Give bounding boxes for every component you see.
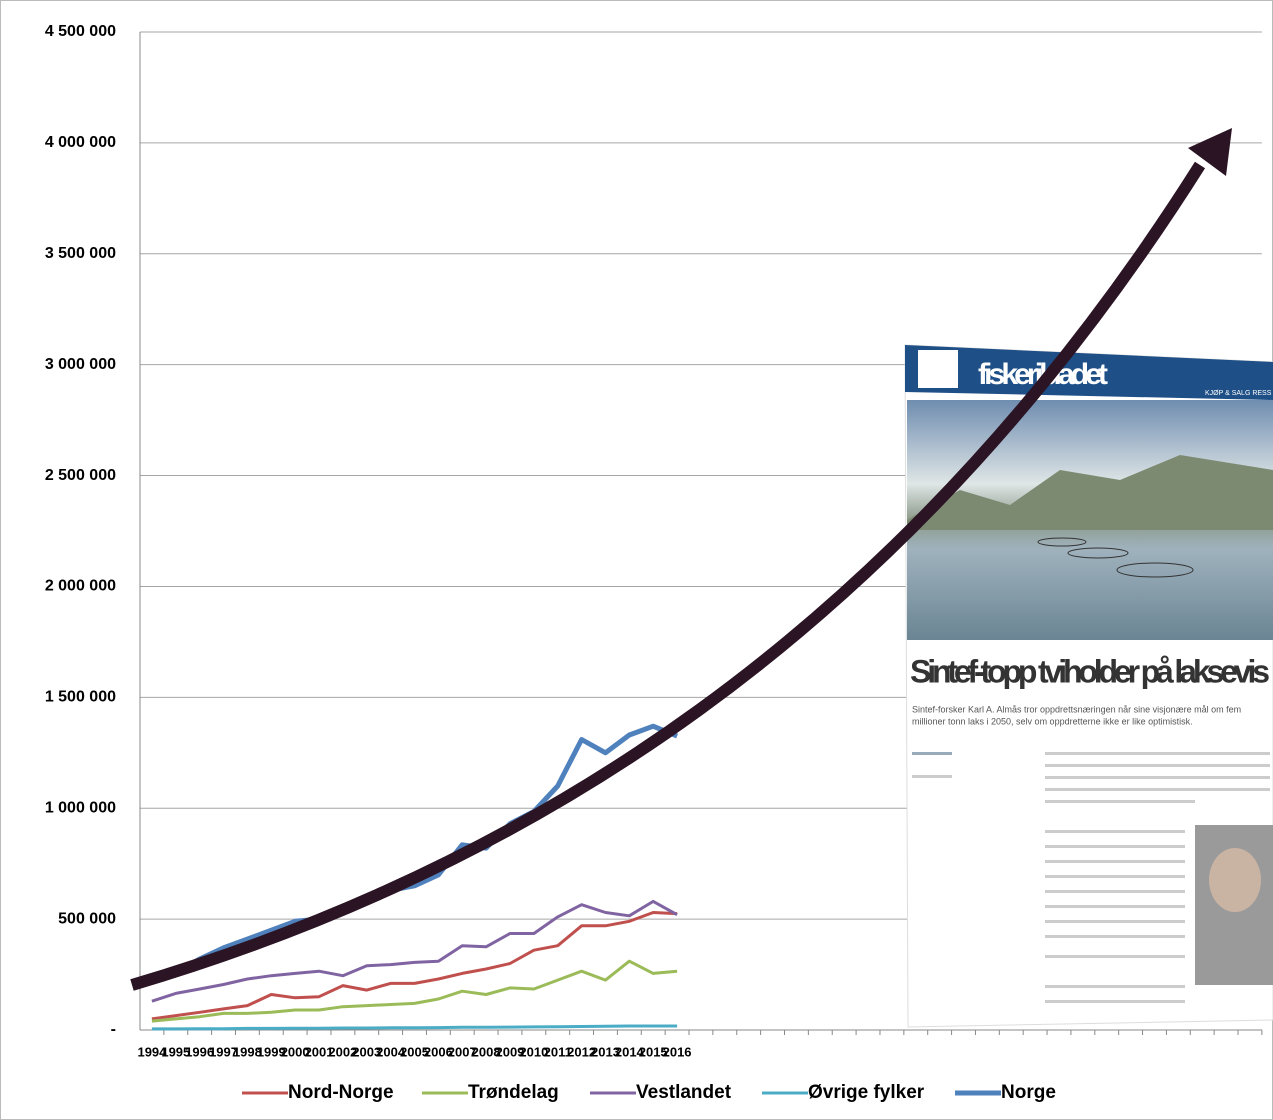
x-tick-label: 2009 — [496, 1044, 525, 1059]
clipping-lead: Sintef-forsker Karl A. Almås tror oppdre… — [912, 704, 1241, 714]
x-tick-label: 2004 — [376, 1044, 406, 1059]
y-tick-label: - — [111, 1021, 116, 1038]
x-tick-label: 2000 — [281, 1044, 310, 1059]
y-tick-label: 1 000 000 — [45, 799, 116, 816]
x-tick-label: 2014 — [615, 1044, 645, 1059]
series-line — [151, 959, 678, 1023]
trend-arrow — [130, 128, 1232, 991]
clipping-lead: millioner tonn laks i 2050, selv om oppd… — [912, 716, 1193, 726]
legend-label: Norge — [1001, 1082, 1056, 1103]
trend-arrow-shaft — [130, 161, 1206, 991]
series-line — [151, 911, 678, 1021]
y-tick-label: 2 500 000 — [45, 467, 116, 484]
x-tick-label: 1995 — [161, 1044, 190, 1059]
y-tick-label: 500 000 — [58, 910, 116, 927]
y-tick-label: 3 500 000 — [45, 245, 116, 262]
x-tick-label: 1999 — [257, 1044, 286, 1059]
clipping-portrait-face — [1209, 848, 1261, 912]
x-tick-label: 2001 — [305, 1044, 334, 1059]
y-tick-label: 4 500 000 — [45, 23, 116, 40]
x-tick-label: 2005 — [400, 1044, 429, 1059]
clipping-headline: Sintef-topp tviholder på laksevis — [910, 653, 1270, 689]
legend-label: Vestlandet — [636, 1082, 732, 1103]
x-tick-label: 1994 — [137, 1044, 167, 1059]
x-tick-label: 1996 — [185, 1044, 214, 1059]
clipping-header — [905, 345, 1273, 400]
x-tick-label: 2012 — [567, 1044, 596, 1059]
y-tick-label: 4 000 000 — [45, 134, 116, 151]
legend: Nord-Norge Trøndelag Vestlandet Øvrige fylk… — [242, 1082, 1056, 1103]
x-tick-label: 2011 — [544, 1044, 572, 1059]
x-tick-label: 2013 — [591, 1044, 620, 1059]
series-line — [151, 899, 678, 1003]
x-tick-label: 2016 — [663, 1044, 692, 1059]
legend-label: Øvrige fylker — [808, 1082, 925, 1103]
clipping-pen — [1067, 547, 1129, 559]
clipping-body — [912, 752, 1270, 1003]
x-tick-label: 2006 — [424, 1044, 453, 1059]
series-line — [150, 723, 679, 985]
trend-arrow-head — [1188, 128, 1232, 176]
x-tick-label: 1997 — [209, 1044, 238, 1059]
clipping-mountains — [907, 455, 1273, 530]
clipping-nav: KJØP & SALG RESS — [1205, 390, 1272, 397]
x-tick-label: 2003 — [352, 1044, 381, 1059]
y-tick-label: 1 500 000 — [45, 689, 116, 706]
clipping-logo — [918, 350, 958, 388]
x-tick-label: 2010 — [519, 1044, 548, 1059]
legend-label: Nord-Norge — [288, 1082, 394, 1103]
y-tick-label: 3 000 000 — [45, 356, 116, 373]
x-tick-label: 2002 — [328, 1044, 357, 1059]
clipping-pen — [1116, 562, 1194, 578]
plot-area: - 500 000 1 000 000 1 500 000 2 000 000 2 500… — [45, 23, 1263, 1059]
newspaper-clipping: fiskeribladet KJØP & SALG RESS Sintef-to… — [904, 344, 1273, 1028]
x-tick-label: 2008 — [472, 1044, 501, 1059]
y-tick-label: 2 000 000 — [45, 578, 116, 595]
series-line — [151, 1024, 678, 1031]
clipping-pen — [1037, 537, 1087, 547]
legend-label: Trøndelag — [468, 1082, 559, 1103]
x-tick-label: 2007 — [448, 1044, 477, 1059]
x-tick-label: 1998 — [233, 1044, 262, 1059]
x-tick-label: 2015 — [639, 1044, 668, 1059]
